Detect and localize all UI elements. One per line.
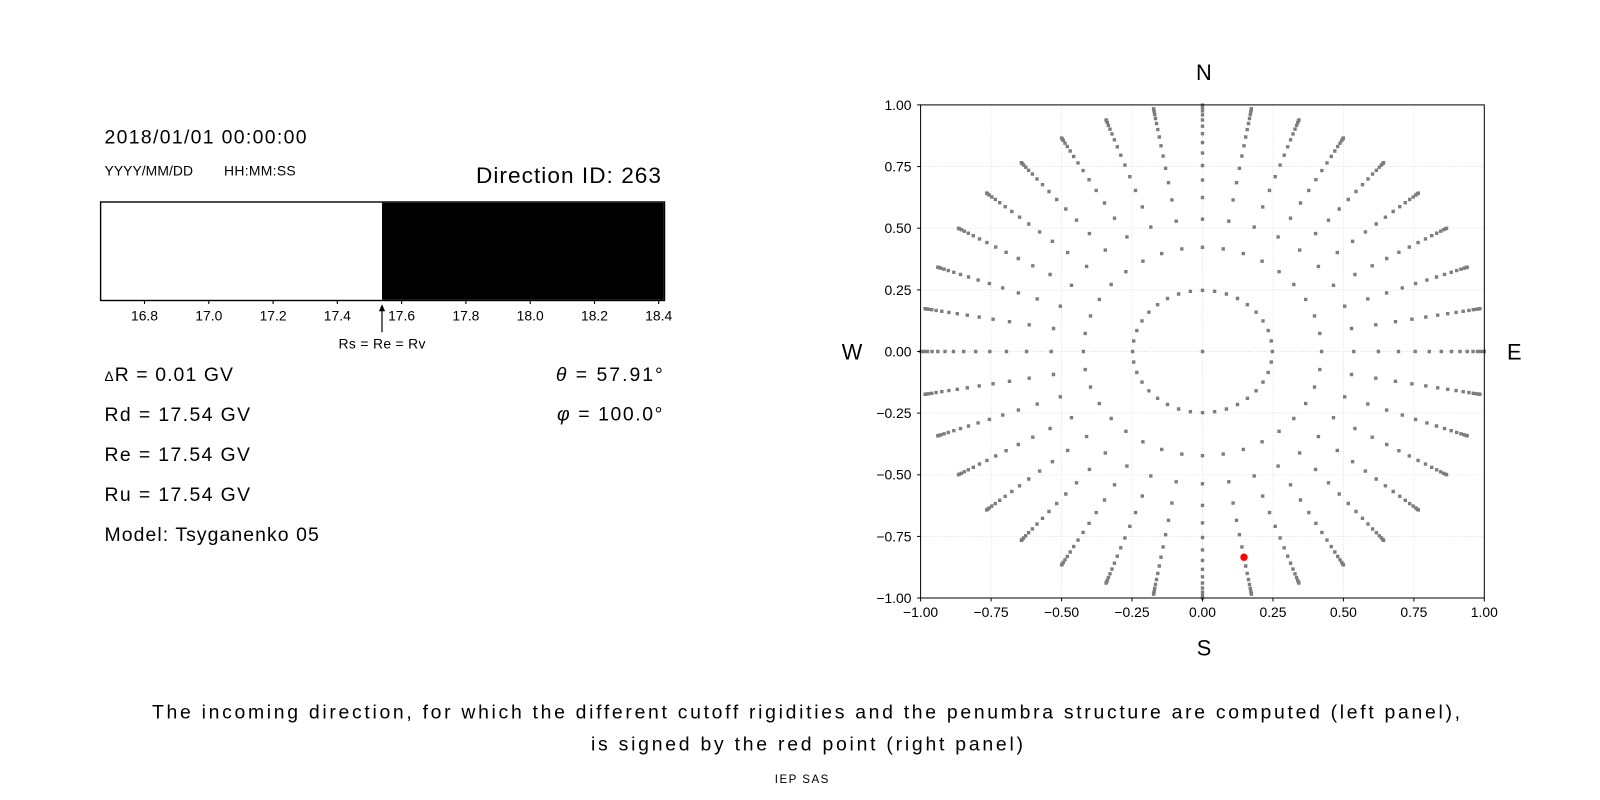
svg-text:0.50: 0.50 xyxy=(884,220,911,236)
svg-text:−0.50: −0.50 xyxy=(1044,604,1079,620)
svg-text:−0.75: −0.75 xyxy=(974,604,1009,620)
svg-text:φ = 100.0°: φ = 100.0° xyxy=(557,404,664,426)
svg-text:0.75: 0.75 xyxy=(884,159,911,175)
svg-text:Re = 17.54 GV: Re = 17.54 GV xyxy=(105,444,250,466)
svg-text:17.2: 17.2 xyxy=(260,307,287,323)
svg-text:2018/01/01 00:00:00: 2018/01/01 00:00:00 xyxy=(105,127,307,149)
svg-text:Rs = Re = Rv: Rs = Re = Rv xyxy=(339,335,426,351)
svg-text:S: S xyxy=(1197,635,1212,660)
svg-text:YYYY/MM/DD: YYYY/MM/DD xyxy=(105,162,194,178)
svg-text:17.8: 17.8 xyxy=(452,307,479,323)
svg-text:HH:MM:SS: HH:MM:SS xyxy=(224,162,296,178)
svg-text:18.0: 18.0 xyxy=(517,307,544,323)
svg-text:0.50: 0.50 xyxy=(1330,604,1357,620)
svg-text:Direction ID: 263: Direction ID: 263 xyxy=(476,163,661,188)
svg-text:18.2: 18.2 xyxy=(581,307,608,323)
svg-text:−1.00: −1.00 xyxy=(903,604,938,620)
svg-text:17.4: 17.4 xyxy=(324,307,351,323)
svg-text:IEP SAS: IEP SAS xyxy=(775,773,829,786)
svg-text:0.00: 0.00 xyxy=(1189,604,1216,620)
svg-text:Model: Tsyganenko 05: Model: Tsyganenko 05 xyxy=(105,524,319,546)
svg-text:The incoming direction, for wh: The incoming direction, for which the di… xyxy=(152,701,1460,723)
svg-text:1.00: 1.00 xyxy=(1471,604,1498,620)
svg-text:0.00: 0.00 xyxy=(884,343,911,359)
svg-text:−1.00: −1.00 xyxy=(876,590,911,606)
svg-text:E: E xyxy=(1507,340,1522,365)
svg-text:ΔR = 0.01 GV: ΔR = 0.01 GV xyxy=(105,364,235,386)
svg-text:Rd = 17.54 GV: Rd = 17.54 GV xyxy=(105,404,251,426)
svg-text:θ = 57.91°: θ = 57.91° xyxy=(556,364,665,386)
svg-text:is signed by the red point (ri: is signed by the red point (right panel) xyxy=(591,733,1023,755)
svg-text:−0.50: −0.50 xyxy=(876,467,911,483)
svg-text:Ru = 17.54 GV: Ru = 17.54 GV xyxy=(105,484,251,506)
svg-text:0.75: 0.75 xyxy=(1400,604,1427,620)
svg-text:1.00: 1.00 xyxy=(884,97,911,113)
svg-text:N: N xyxy=(1196,60,1212,85)
svg-text:0.25: 0.25 xyxy=(884,282,911,298)
svg-text:17.0: 17.0 xyxy=(195,307,222,323)
svg-text:16.8: 16.8 xyxy=(131,307,158,323)
svg-text:18.4: 18.4 xyxy=(645,307,672,323)
svg-text:W: W xyxy=(842,339,863,364)
svg-text:−0.25: −0.25 xyxy=(876,405,911,421)
svg-text:−0.75: −0.75 xyxy=(876,528,911,544)
svg-text:0.25: 0.25 xyxy=(1259,604,1286,620)
svg-text:17.6: 17.6 xyxy=(388,307,415,323)
svg-text:−0.25: −0.25 xyxy=(1114,604,1149,620)
